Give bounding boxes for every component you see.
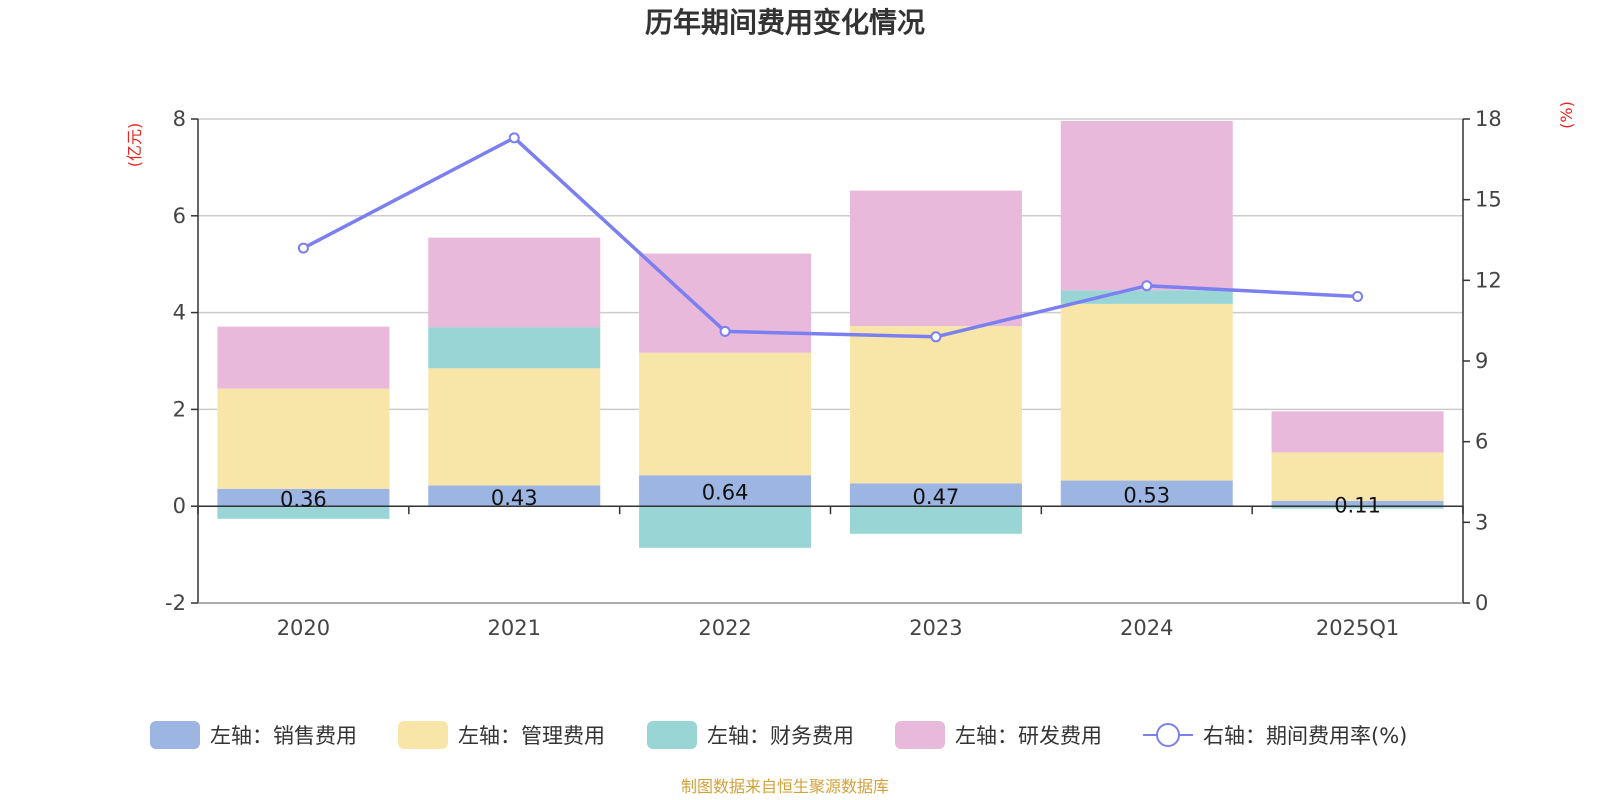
bar-segment	[1060, 120, 1233, 291]
bar-segment	[849, 506, 1022, 534]
x-tick-label: 2022	[698, 616, 751, 640]
legend-label: 左轴：管理费用	[458, 724, 605, 748]
rate-line-point	[930, 331, 942, 343]
chart-title: 历年期间费用变化情况	[645, 6, 925, 39]
left-tick-label: 2	[173, 397, 186, 421]
right-tick-label: 0	[1475, 591, 1488, 615]
data-labels: 0.36 0.43 0.64 0.47 0.53 0.11	[280, 481, 1381, 518]
data-label: 0.43	[491, 486, 538, 510]
left-tick-label: 0	[173, 494, 186, 518]
bar-segment	[849, 190, 1022, 327]
data-label: 0.36	[280, 487, 327, 511]
bar-segment	[1271, 452, 1444, 501]
bar-segment	[428, 327, 601, 369]
right-axis-unit: (%)	[1557, 101, 1576, 129]
x-tick-label: 2024	[1120, 616, 1173, 640]
bar-segment	[639, 352, 812, 476]
legend-label: 左轴：销售费用	[210, 724, 357, 748]
bar-segment	[849, 326, 1022, 484]
data-label: 0.64	[702, 481, 749, 505]
rate-line	[297, 132, 1364, 343]
data-label: 0.47	[913, 485, 960, 509]
bar-segment	[428, 368, 601, 486]
legend-swatch	[150, 721, 200, 749]
bar-segment	[428, 237, 601, 328]
rate-line-point	[1352, 290, 1364, 302]
bar-segment	[217, 388, 390, 489]
bars	[217, 120, 1444, 548]
bar-segment	[217, 488, 390, 507]
right-tick-label: 15	[1475, 188, 1502, 212]
bar-segment	[217, 326, 390, 389]
bar-segment	[217, 506, 390, 519]
legend-swatch	[895, 721, 945, 749]
right-tick-label: 3	[1475, 510, 1488, 534]
bar-segment	[1271, 411, 1444, 453]
x-tick-label: 2023	[909, 616, 962, 640]
left-tick-label: 8	[173, 107, 186, 131]
bar-segment	[639, 506, 812, 548]
data-label: 0.11	[1334, 494, 1381, 518]
rate-line-point	[719, 325, 731, 337]
legend-label: 左轴：财务费用	[707, 724, 854, 748]
right-tick-label: 6	[1475, 430, 1488, 454]
legend: 左轴：销售费用 左轴：管理费用 左轴：财务费用 左轴：研发费用 右轴：期间费用率(%)	[150, 721, 1407, 749]
bar-segment	[639, 475, 812, 507]
bar-segment	[1060, 303, 1233, 481]
source-note: 制图数据来自恒生聚源数据库	[681, 777, 889, 796]
bar-segment	[1060, 290, 1233, 304]
left-tick-label: -2	[165, 591, 186, 615]
rate-line-point	[1141, 280, 1153, 292]
x-tick-label: 2021	[488, 616, 541, 640]
right-tick-label: 18	[1475, 107, 1502, 131]
x-tick-label: 2020	[277, 616, 330, 640]
bar-segment	[849, 483, 1022, 507]
legend-label: 右轴：期间费用率(%)	[1203, 724, 1407, 748]
left-axis-unit: (亿元)	[125, 123, 144, 168]
x-tick-label: 2025Q1	[1316, 616, 1399, 640]
left-tick-label: 6	[173, 204, 186, 228]
bar-segment	[1271, 500, 1444, 507]
legend-swatch	[647, 721, 697, 749]
right-tick-label: 9	[1475, 349, 1488, 373]
left-tick-label: 4	[173, 301, 186, 325]
right-tick-label: 12	[1475, 268, 1502, 292]
bar-segment	[1060, 480, 1233, 507]
bar-segment	[428, 485, 601, 507]
bar-segment	[1271, 506, 1444, 509]
data-label: 0.53	[1123, 483, 1170, 507]
legend-label: 左轴：研发费用	[955, 724, 1102, 748]
axes: -2 0 2 4 6 8 0 3 6 9 12 15 18 2020 2021 2022 2023 2024 202…	[165, 107, 1502, 640]
legend-marker	[1156, 723, 1180, 747]
rate-line-point	[508, 132, 520, 144]
bar-segment	[639, 253, 812, 353]
rate-line-point	[297, 242, 309, 254]
legend-swatch	[398, 721, 448, 749]
rate-line-path	[302, 136, 1358, 339]
